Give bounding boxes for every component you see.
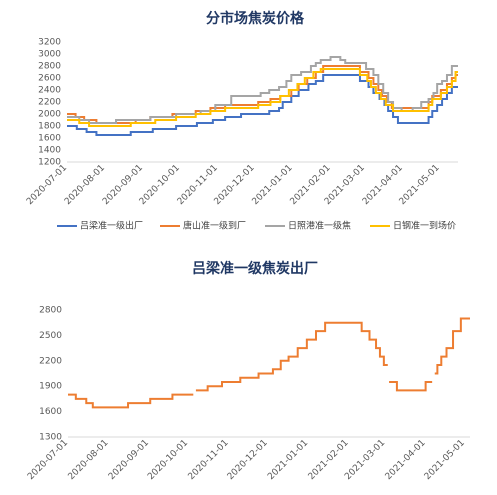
legend-item: 唐山准一级到厂 — [160, 220, 246, 232]
legend-label: 吕梁准一级出厂 — [80, 220, 143, 232]
y-tick-label: 1900 — [39, 382, 62, 392]
y-tick-label: 1800 — [38, 122, 61, 132]
y-tick-label: 1600 — [38, 134, 61, 144]
lvliang-price-line — [67, 74, 458, 136]
lvliang-ex-factory-price-line — [195, 321, 388, 392]
lvliang-ex-factory-price-line — [434, 317, 470, 375]
legend-label: 日钢准一到场价 — [393, 220, 456, 232]
rigang-price-line — [67, 68, 458, 127]
y-tick-label: 1400 — [38, 146, 61, 156]
y-tick-label: 2500 — [39, 331, 62, 341]
lvliang-ex-factory-price-line — [68, 393, 194, 409]
y-tick-label: 2000 — [38, 110, 61, 120]
y-tick-label: 1200 — [38, 158, 61, 168]
legend-item: 日钢准一到场价 — [370, 220, 456, 232]
rizhao-port-price-line — [67, 56, 458, 124]
y-tick-label: 2800 — [38, 62, 61, 72]
y-tick-label: 3000 — [38, 50, 61, 60]
legend: 吕梁准一级出厂 唐山准一级到厂 日照港准一级焦 日钢准一到场价 — [57, 220, 456, 232]
y-tick-label: 3200 — [38, 38, 61, 48]
y-tick-label: 2200 — [38, 98, 61, 108]
lvliang-coke-price-chart-title: 吕梁准一级焦炭出厂 — [192, 260, 318, 277]
y-tick-label: 1600 — [39, 407, 62, 417]
legend-item: 日照港准一级焦 — [265, 220, 351, 232]
y-tick-label: 2200 — [39, 356, 62, 366]
y-tick-label: 2600 — [38, 74, 61, 84]
y-tick-label: 2400 — [38, 86, 61, 96]
legend-label: 唐山准一级到厂 — [183, 220, 246, 232]
y-tick-label: 2800 — [39, 306, 62, 316]
legend-label: 日照港准一级焦 — [288, 220, 351, 232]
lvliang-ex-factory-price-line — [389, 380, 433, 392]
y-tick-label: 1300 — [39, 433, 62, 443]
market-coke-price-chart-title: 分市场焦炭价格 — [206, 10, 305, 27]
legend-item: 吕梁准一级出厂 — [57, 220, 143, 232]
